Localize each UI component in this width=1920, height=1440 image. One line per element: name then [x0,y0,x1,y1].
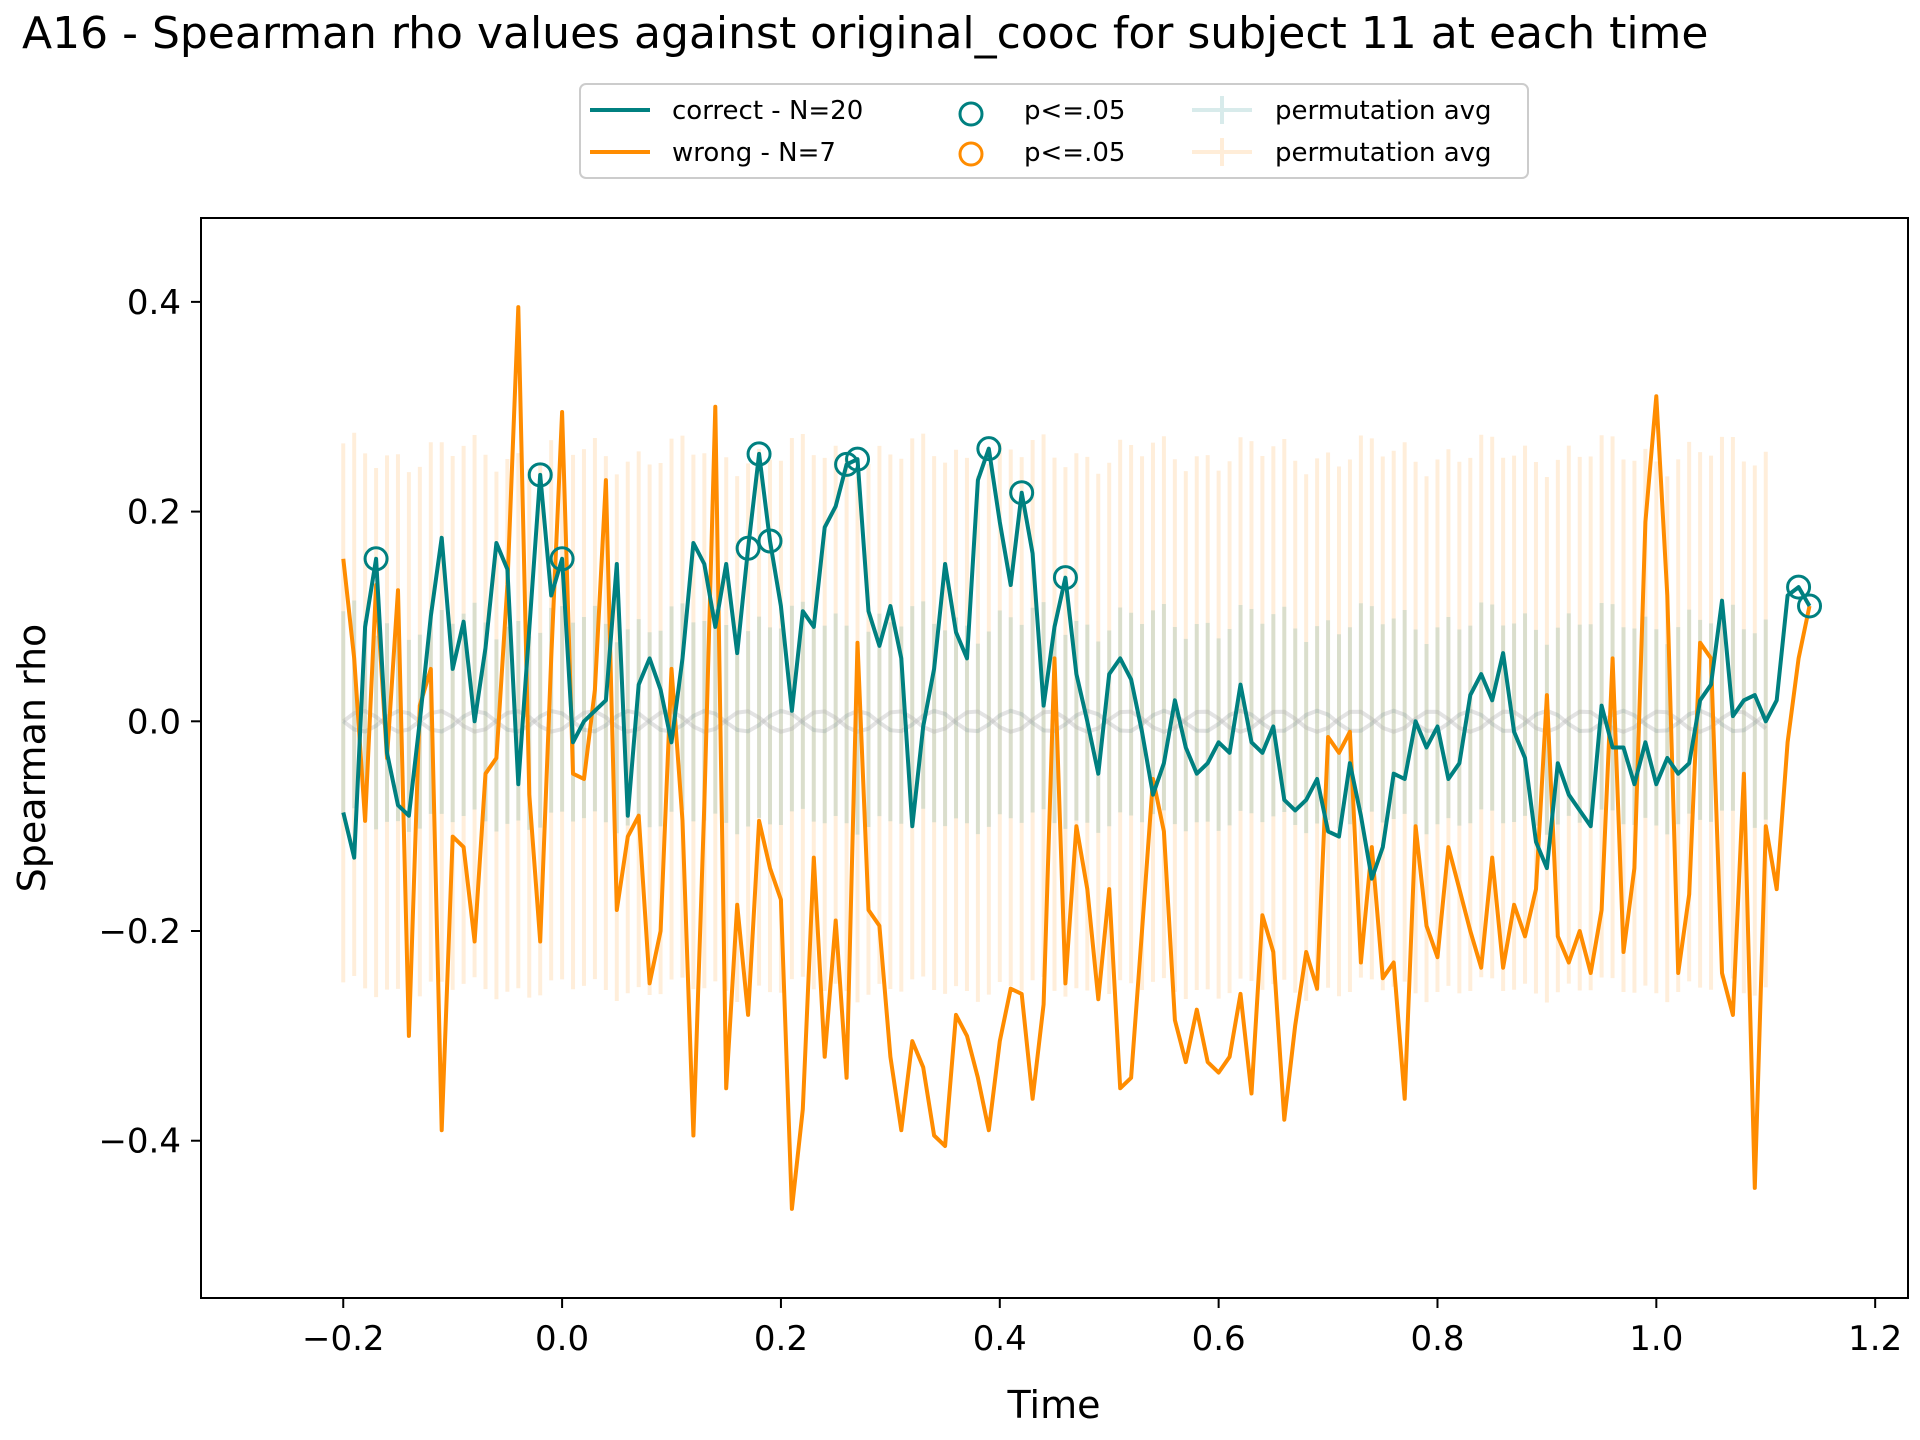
significance-markers [363,436,1823,619]
series-line-correct [341,446,1812,881]
legend-label-sig-correct: p<=.05 [1024,96,1125,126]
y-tick-label: −0.4 [98,1122,181,1162]
significance-marker-correct [1052,565,1078,591]
legend-label-correct: correct - N=20 [672,96,863,126]
x-tick-label: 0.0 [535,1319,589,1359]
significance-marker-correct [1797,593,1823,619]
significance-marker-correct [976,436,1002,462]
series-lines [341,305,1812,1211]
series-line-wrong [341,305,1812,1211]
significance-marker-correct [845,446,871,472]
significance-marker-correct [746,441,772,467]
significance-marker-correct [363,546,389,572]
y-tick-label: −0.2 [98,912,181,952]
legend-box [579,83,1529,179]
chart-title: A16 - Spearman rho values against origin… [22,8,1709,59]
significance-marker-correct [549,546,575,572]
y-tick-label: 0.4 [127,283,181,323]
legend-label-perm-correct: permutation avg [1275,96,1492,126]
y-tick-label: 0.2 [127,493,181,533]
axes-frame [200,217,1909,1299]
y-axis-label: Spearman rho [10,624,54,893]
x-tick-label: −0.2 [302,1319,385,1359]
legend-label-perm-wrong: permutation avg [1275,138,1492,168]
legend-marker-correct [958,101,984,127]
legend-errorbar-correct [1192,96,1252,124]
x-tick-label: 0.6 [1192,1319,1246,1359]
significance-marker-correct [1786,574,1812,600]
y-tick-label: 0.0 [127,702,181,742]
y-axis-ticks: −0.4 −0.2 0.0 0.2 0.4 [98,283,201,1162]
significance-marker-correct [1009,480,1035,506]
x-axis-ticks: −0.2 0.0 0.2 0.4 0.6 0.8 1.0 1.2 [302,1298,1902,1359]
legend-errorbar-wrong [1192,138,1252,166]
legend-marker-wrong [958,141,984,167]
x-tick-label: 0.2 [754,1319,808,1359]
significance-marker-correct [757,528,783,554]
x-tick-label: 0.8 [1410,1319,1464,1359]
x-tick-label: 1.2 [1848,1319,1902,1359]
significance-marker-correct [527,462,553,488]
x-tick-label: 0.4 [973,1319,1027,1359]
x-tick-label: 1.0 [1629,1319,1683,1359]
significance-marker-correct [735,535,761,561]
x-axis-label: Time [1007,1383,1101,1427]
legend: correct - N=20 wrong - N=7 p<=.05 p<=.05… [579,83,1529,179]
legend-label-wrong: wrong - N=7 [672,138,836,168]
legend-label-sig-wrong: p<=.05 [1024,138,1125,168]
